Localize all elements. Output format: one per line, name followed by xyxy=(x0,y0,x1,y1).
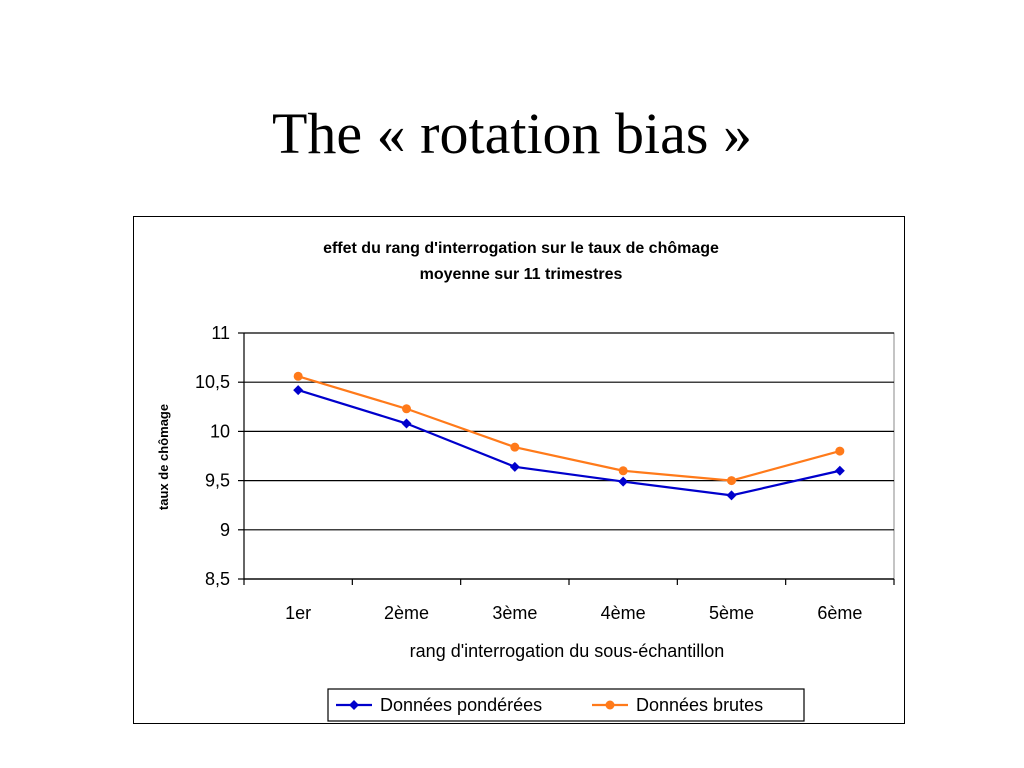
y-tick-label: 10,5 xyxy=(195,372,230,392)
x-tick-label: 1er xyxy=(285,603,311,623)
data-point-series-1 xyxy=(293,385,304,396)
y-tick-label: 9 xyxy=(220,520,230,540)
series-line-2 xyxy=(297,375,841,482)
chart-frame: effet du rang d'interrogation sur le tau… xyxy=(133,216,905,724)
y-axis-label: taux de chômage xyxy=(156,404,171,510)
line-chart: effet du rang d'interrogation sur le tau… xyxy=(156,240,895,722)
y-tick-label: 11 xyxy=(211,323,230,343)
data-point-series-2 xyxy=(402,404,411,414)
data-point-series-2 xyxy=(727,476,736,486)
y-tick-label: 10 xyxy=(210,421,230,441)
legend-swatch-marker xyxy=(349,700,359,710)
data-point-series-2 xyxy=(293,371,303,381)
chart-subtitle: moyenne sur 11 trimestres xyxy=(420,266,623,283)
x-axis-label: rang d'interrogation du sous-échantillon xyxy=(410,641,725,661)
legend-entry-2: Données brutes xyxy=(636,695,763,715)
data-point-series-2 xyxy=(835,446,845,456)
plot-border xyxy=(243,332,895,580)
legend-box xyxy=(327,688,805,722)
slide-title: The « rotation bias » xyxy=(271,101,752,166)
legend: Données pondérées Données brutes xyxy=(327,688,805,722)
plot-area: 8,5 9 9,5 10 10,5 11 1er 2ème 3ème 4ème 5ème 6ème xyxy=(195,323,895,623)
x-tick-label: 6ème xyxy=(817,603,862,623)
x-tick-label: 4ème xyxy=(601,603,646,623)
y-tick-label: 8,5 xyxy=(205,569,230,589)
data-point-series-1 xyxy=(509,461,520,472)
data-point-series-2 xyxy=(618,466,628,476)
data-point-series-1 xyxy=(401,418,412,429)
y-tick-label: 9,5 xyxy=(205,471,230,491)
data-point-series-1 xyxy=(834,465,845,476)
legend-swatch-marker xyxy=(605,700,615,710)
data-point-series-1 xyxy=(726,490,737,501)
x-tick-label: 2ème xyxy=(384,603,429,623)
x-tick-label: 5ème xyxy=(709,603,754,623)
x-tick-label: 3ème xyxy=(492,603,537,623)
chart-title: effet du rang d'interrogation sur le tau… xyxy=(323,240,719,257)
legend-entry-1: Données pondérées xyxy=(380,695,542,715)
data-point-series-1 xyxy=(618,476,629,487)
data-point-series-2 xyxy=(510,442,520,452)
series-line-1 xyxy=(297,389,841,497)
